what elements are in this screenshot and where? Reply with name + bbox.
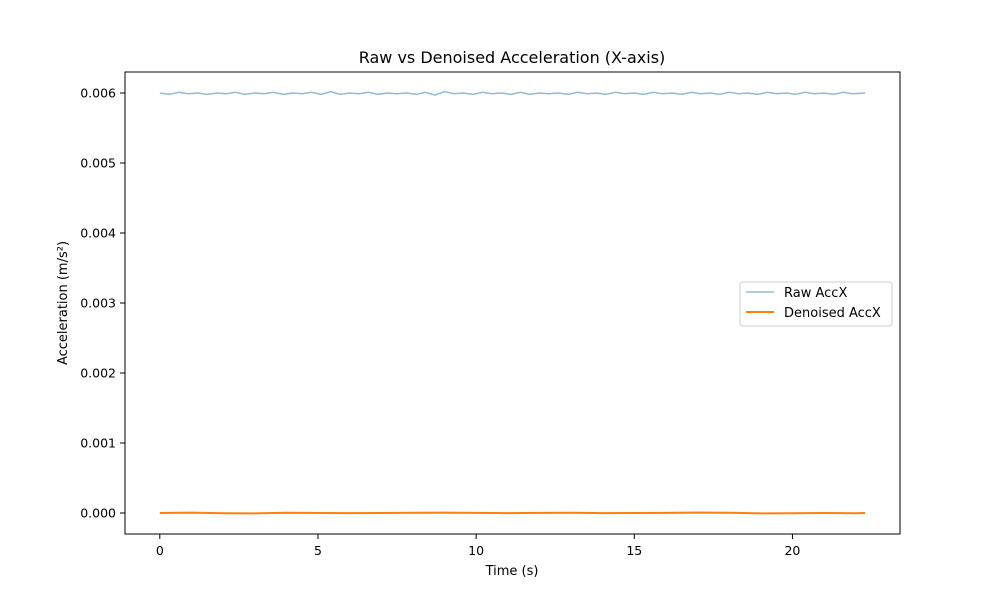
legend: Raw AccX Denoised AccX <box>739 281 893 327</box>
x-tick-label: 20 <box>784 543 800 558</box>
legend-label-raw-accx: Raw AccX <box>784 286 847 301</box>
x-tick-label: 15 <box>626 543 642 558</box>
x-tick-label: 10 <box>468 543 484 558</box>
y-tick-label: 0.004 <box>80 226 116 241</box>
y-tick-label: 0.000 <box>80 506 116 521</box>
y-axis: 0.000 0.001 0.002 0.003 0.004 0.005 0.006 <box>80 86 125 521</box>
series-line-denoised-accx <box>159 511 866 515</box>
y-axis-label: Acceleration (m/s²) <box>56 241 71 365</box>
y-tick-label: 0.005 <box>80 156 116 171</box>
x-tick-label: 5 <box>314 543 322 558</box>
x-axis-label: Time (s) <box>485 564 539 579</box>
legend-label-denoised-accx: Denoised AccX <box>784 306 881 321</box>
series-line-raw-accx <box>159 90 866 96</box>
chart-title: Raw vs Denoised Acceleration (X-axis) <box>359 48 666 67</box>
y-tick-label: 0.003 <box>80 296 116 311</box>
x-axis: 0 5 10 15 20 <box>156 534 800 558</box>
y-tick-label: 0.006 <box>80 86 116 101</box>
legend-box <box>739 281 893 327</box>
y-tick-label: 0.002 <box>80 366 116 381</box>
x-tick-label: 0 <box>156 543 164 558</box>
y-tick-label: 0.001 <box>80 436 116 451</box>
